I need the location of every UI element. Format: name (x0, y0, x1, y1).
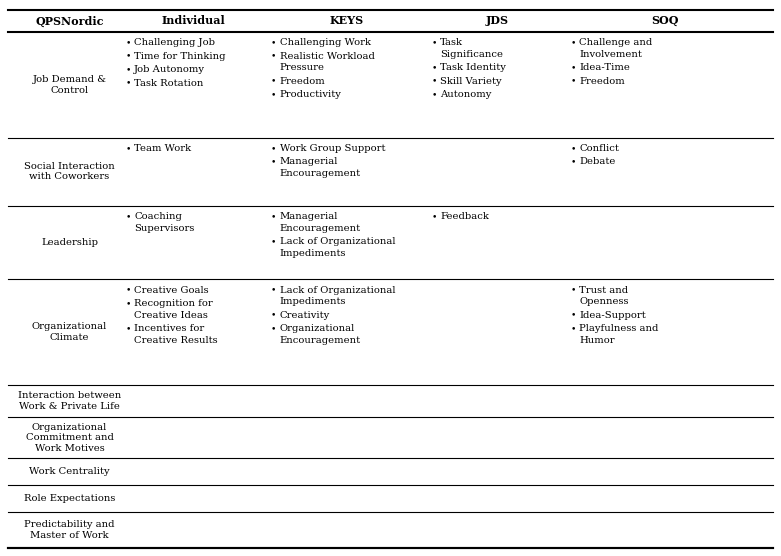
Text: Creative Ideas: Creative Ideas (134, 310, 208, 320)
Text: Individual: Individual (162, 16, 226, 27)
Text: •: • (125, 79, 130, 88)
Text: Organizational: Organizational (280, 324, 355, 333)
Text: Work Centrality: Work Centrality (29, 468, 110, 476)
Text: Task: Task (440, 38, 463, 47)
Text: •: • (270, 90, 276, 100)
Text: Creativity: Creativity (280, 310, 330, 320)
Text: •: • (125, 38, 130, 47)
Text: Work Group Support: Work Group Support (280, 144, 385, 153)
Text: Openness: Openness (580, 297, 629, 306)
Text: •: • (570, 63, 576, 72)
Text: Managerial: Managerial (280, 212, 338, 221)
Text: Humor: Humor (580, 335, 615, 345)
Text: Involvement: Involvement (580, 49, 642, 59)
Text: Idea-Support: Idea-Support (580, 310, 646, 320)
Text: •: • (570, 324, 576, 333)
Text: Social Interaction
with Coworkers: Social Interaction with Coworkers (24, 162, 115, 181)
Text: Impediments: Impediments (280, 249, 346, 257)
Text: Challenging Work: Challenging Work (280, 38, 370, 47)
Text: Leadership: Leadership (41, 238, 98, 247)
Text: Job Autonomy: Job Autonomy (134, 65, 205, 75)
Text: Productivity: Productivity (280, 90, 341, 100)
Text: •: • (270, 324, 276, 333)
Text: Encouragement: Encouragement (280, 224, 361, 232)
Text: •: • (431, 90, 437, 100)
Text: Realistic Workload: Realistic Workload (280, 52, 374, 61)
Text: JDS: JDS (485, 16, 508, 27)
Text: •: • (570, 77, 576, 86)
Text: Challenging Job: Challenging Job (134, 38, 216, 47)
Text: Interaction between
Work & Private Life: Interaction between Work & Private Life (18, 391, 121, 411)
Text: Team Work: Team Work (134, 144, 191, 153)
Text: Challenge and: Challenge and (580, 38, 653, 47)
Text: •: • (570, 38, 576, 47)
Text: Task Rotation: Task Rotation (134, 79, 204, 88)
Text: •: • (270, 212, 276, 221)
Text: Pressure: Pressure (280, 63, 325, 72)
Text: •: • (125, 299, 130, 308)
Text: Autonomy: Autonomy (440, 90, 491, 100)
Text: Lack of Organizational: Lack of Organizational (280, 285, 395, 295)
Text: Task Identity: Task Identity (440, 63, 506, 72)
Text: •: • (125, 285, 130, 295)
Text: Impediments: Impediments (280, 297, 346, 306)
Text: Encouragement: Encouragement (280, 169, 361, 178)
Text: Feedback: Feedback (440, 212, 489, 221)
Text: Job Demand &
Control: Job Demand & Control (33, 75, 106, 95)
Text: •: • (125, 212, 130, 221)
Text: Conflict: Conflict (580, 144, 619, 153)
Text: Playfulness and: Playfulness and (580, 324, 659, 333)
Text: Recognition for: Recognition for (134, 299, 213, 308)
Text: •: • (431, 38, 437, 47)
Text: Creative Results: Creative Results (134, 335, 218, 345)
Text: Lack of Organizational: Lack of Organizational (280, 237, 395, 246)
Text: Trust and: Trust and (580, 285, 629, 295)
Text: •: • (125, 52, 130, 61)
Text: Organizational
Commitment and
Work Motives: Organizational Commitment and Work Motiv… (26, 423, 113, 453)
Text: Skill Variety: Skill Variety (440, 77, 502, 86)
Text: •: • (270, 52, 276, 61)
Text: Freedom: Freedom (580, 77, 626, 86)
Text: KEYS: KEYS (330, 16, 364, 27)
Text: Supervisors: Supervisors (134, 224, 194, 232)
Text: Time for Thinking: Time for Thinking (134, 52, 226, 61)
Text: Coaching: Coaching (134, 212, 182, 221)
Text: •: • (125, 324, 130, 333)
Text: Organizational
Climate: Organizational Climate (32, 322, 107, 342)
Text: •: • (570, 157, 576, 166)
Text: Role Expectations: Role Expectations (24, 494, 116, 503)
Text: Managerial: Managerial (280, 157, 338, 166)
Text: •: • (570, 285, 576, 295)
Text: •: • (270, 144, 276, 153)
Text: •: • (270, 237, 276, 246)
Text: QPSNordic: QPSNordic (35, 16, 104, 27)
Text: Creative Goals: Creative Goals (134, 285, 209, 295)
Text: Encouragement: Encouragement (280, 335, 361, 345)
Text: •: • (270, 38, 276, 47)
Text: •: • (431, 77, 437, 86)
Text: Predictability and
Master of Work: Predictability and Master of Work (24, 520, 115, 540)
Text: •: • (125, 144, 130, 153)
Text: •: • (431, 63, 437, 72)
Text: •: • (570, 310, 576, 320)
Text: •: • (270, 285, 276, 295)
Text: SOQ: SOQ (651, 16, 679, 27)
Text: •: • (431, 212, 437, 221)
Text: Significance: Significance (440, 49, 503, 59)
Text: •: • (270, 157, 276, 166)
Text: Debate: Debate (580, 157, 616, 166)
Text: •: • (270, 77, 276, 86)
Text: Freedom: Freedom (280, 77, 326, 86)
Text: •: • (125, 65, 130, 75)
Text: •: • (570, 144, 576, 153)
Text: •: • (270, 310, 276, 320)
Text: Idea-Time: Idea-Time (580, 63, 630, 72)
Text: Incentives for: Incentives for (134, 324, 205, 333)
